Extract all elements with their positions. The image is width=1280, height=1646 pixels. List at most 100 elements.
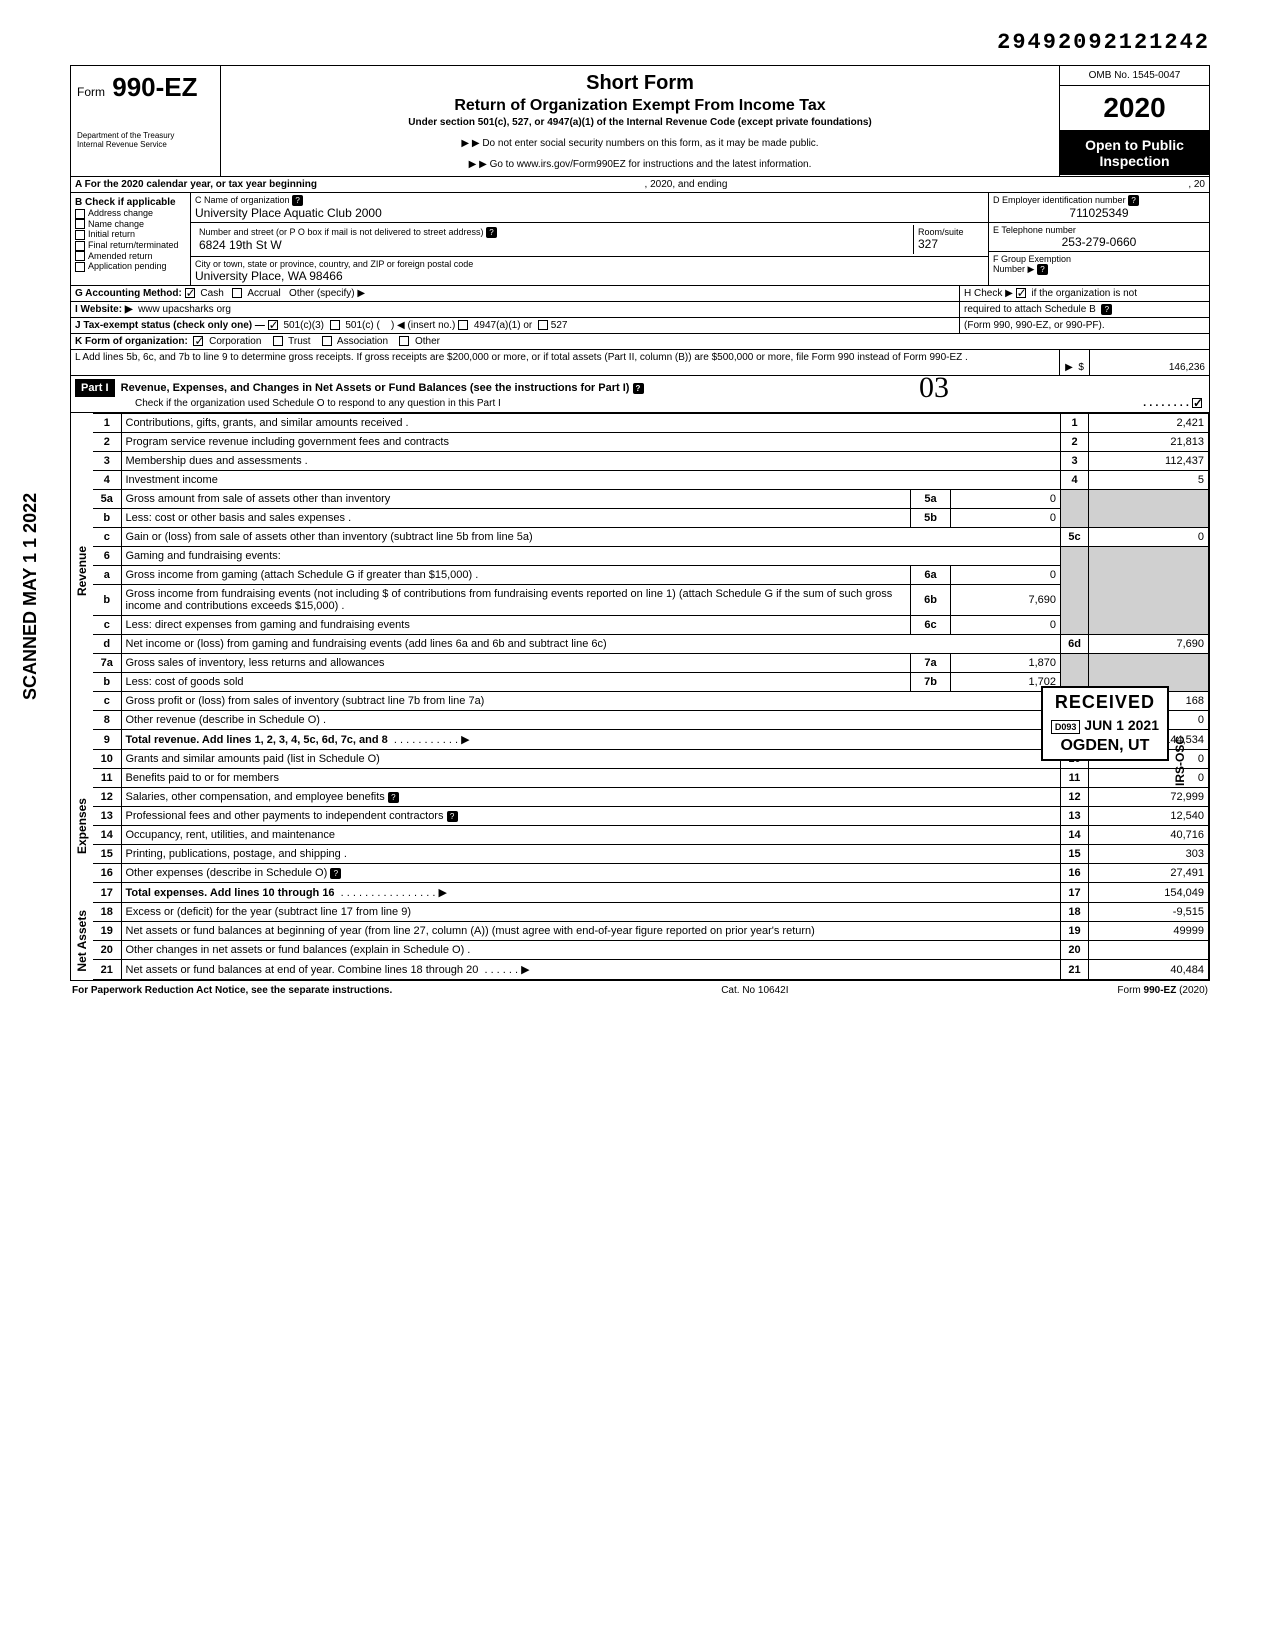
- inner-val: 0: [951, 490, 1061, 509]
- part-i-table: Revenue 1 Contributions, gifts, grants, …: [71, 413, 1209, 980]
- received-stamp: RECEIVED D093 JUN 1 2021 OGDEN, UT: [1041, 686, 1169, 761]
- part-i-badge: Part I: [75, 379, 115, 397]
- line-text: Program service revenue including govern…: [121, 433, 1061, 452]
- line-num: 16: [93, 864, 121, 883]
- line-num: c: [93, 528, 121, 547]
- street-address: 6824 19th St W: [199, 238, 282, 252]
- line-text: Benefits paid to or for members: [121, 769, 1061, 788]
- inner-val: 0: [951, 509, 1061, 528]
- line-text: Gross sales of inventory, less returns a…: [121, 654, 911, 673]
- inner-val: 0: [951, 566, 1061, 585]
- line-text: Salaries, other compensation, and employ…: [126, 791, 385, 803]
- line-text: Total expenses. Add lines 10 through 16: [126, 887, 335, 899]
- ein-label: D Employer identification number: [993, 195, 1126, 205]
- phone-label: E Telephone number: [993, 225, 1076, 235]
- col-b-checkboxes: B Check if applicable Address change Nam…: [71, 193, 191, 285]
- line-amount: 154,049: [1089, 883, 1209, 903]
- d093-code: D093: [1051, 720, 1081, 734]
- row-h-cont2: (Form 990, 990-EZ, or 990-PF).: [959, 318, 1209, 333]
- chk-527[interactable]: [538, 320, 548, 330]
- inner-col: 7b: [911, 673, 951, 692]
- line-num: 7a: [93, 654, 121, 673]
- mid-rows: G Accounting Method: Cash Accrual Other …: [71, 286, 1209, 376]
- irs-osc-stamp: IRS-OSC: [1173, 736, 1187, 786]
- line-num: 14: [93, 826, 121, 845]
- ein-value: 711025349: [993, 206, 1205, 220]
- line-num: c: [93, 692, 121, 711]
- inner-val: 1,870: [951, 654, 1061, 673]
- chk-accrual[interactable]: [232, 288, 242, 298]
- chk-pending[interactable]: Application pending: [75, 261, 186, 272]
- form-number: 990-EZ: [112, 72, 197, 102]
- line-text: Printing, publications, postage, and shi…: [121, 845, 1061, 864]
- line-num: 6: [93, 547, 121, 566]
- line-text: Gross profit or (loss) from sales of inv…: [121, 692, 1061, 711]
- chk-amended[interactable]: Amended return: [75, 251, 186, 262]
- line-text: Contributions, gifts, grants, and simila…: [121, 414, 1061, 433]
- row-h: H Check ▶ if the organization is not: [959, 286, 1209, 301]
- phone-value: 253-279-0660: [993, 235, 1205, 249]
- line-col: 21: [1061, 960, 1089, 980]
- help-icon[interactable]: ?: [292, 195, 303, 206]
- line-col: 16: [1061, 864, 1089, 883]
- header-right: OMB No. 1545-0047 2020 Open to PublicIns…: [1059, 66, 1209, 176]
- help-icon[interactable]: ?: [1128, 195, 1139, 206]
- help-icon[interactable]: ?: [330, 868, 341, 879]
- line-text: Total revenue. Add lines 1, 2, 3, 4, 5c,…: [126, 734, 388, 746]
- help-icon[interactable]: ?: [447, 811, 458, 822]
- line-text: Less: cost or other basis and sales expe…: [121, 509, 911, 528]
- help-icon[interactable]: ?: [1101, 304, 1112, 315]
- line-amount: 27,491: [1089, 864, 1209, 883]
- dln-top: 29492092121242: [70, 30, 1210, 55]
- line-text: Less: direct expenses from gaming and fu…: [121, 616, 911, 635]
- row-h-cont: required to attach Schedule B ?: [959, 302, 1209, 317]
- addr-label: Number and street (or P O box if mail is…: [199, 227, 483, 237]
- dept-treasury: Department of the Treasury Internal Reve…: [77, 131, 214, 149]
- line-text: Excess or (deficit) for the year (subtra…: [121, 903, 1061, 922]
- chk-501c[interactable]: [330, 320, 340, 330]
- line-num: 2: [93, 433, 121, 452]
- chk-corp[interactable]: [193, 336, 203, 346]
- arrow-icon: ▶ $: [1059, 350, 1089, 375]
- help-icon[interactable]: ?: [633, 383, 644, 394]
- line-text: Other revenue (describe in Schedule O) .: [121, 711, 1061, 730]
- line-amount: 5: [1089, 471, 1209, 490]
- line-col: 18: [1061, 903, 1089, 922]
- group-exempt-label: F Group Exemption: [993, 254, 1071, 264]
- chk-scheduleb[interactable]: [1016, 288, 1026, 298]
- line-num: b: [93, 585, 121, 616]
- line-text: Less: cost of goods sold: [121, 673, 911, 692]
- help-icon[interactable]: ?: [486, 227, 497, 238]
- help-icon[interactable]: ?: [1037, 264, 1048, 275]
- chk-initial[interactable]: Initial return: [75, 229, 186, 240]
- chk-schedule-o[interactable]: [1192, 398, 1202, 408]
- chk-cash[interactable]: [185, 288, 195, 298]
- chk-final[interactable]: Final return/terminated: [75, 240, 186, 251]
- line-num: c: [93, 616, 121, 635]
- line-num: 1: [93, 414, 121, 433]
- line-col: 17: [1061, 883, 1089, 903]
- line-text: Gain or (loss) from sale of assets other…: [121, 528, 1061, 547]
- line-col: 15: [1061, 845, 1089, 864]
- website-value: www upacsharks org: [138, 304, 231, 315]
- other-specify: Other (specify) ▶: [289, 288, 365, 299]
- chk-assoc[interactable]: [322, 336, 332, 346]
- part-i-check: Check if the organization used Schedule …: [75, 398, 501, 409]
- line-num: 8: [93, 711, 121, 730]
- line-num: 15: [93, 845, 121, 864]
- line-num: d: [93, 635, 121, 654]
- line-amount: 0: [1089, 528, 1209, 547]
- org-name: University Place Aquatic Club 2000: [195, 206, 382, 220]
- chk-4947[interactable]: [458, 320, 468, 330]
- chk-address[interactable]: Address change: [75, 208, 186, 219]
- help-icon[interactable]: ?: [388, 792, 399, 803]
- chk-trust[interactable]: [273, 336, 283, 346]
- short-form: Short Form: [227, 72, 1053, 95]
- chk-501c3[interactable]: [268, 320, 278, 330]
- chk-name[interactable]: Name change: [75, 219, 186, 230]
- line-col: 4: [1061, 471, 1089, 490]
- inner-col: 6a: [911, 566, 951, 585]
- omb-number: OMB No. 1545-0047: [1060, 66, 1209, 86]
- chk-other-org[interactable]: [399, 336, 409, 346]
- expenses-label: Expenses: [75, 798, 89, 854]
